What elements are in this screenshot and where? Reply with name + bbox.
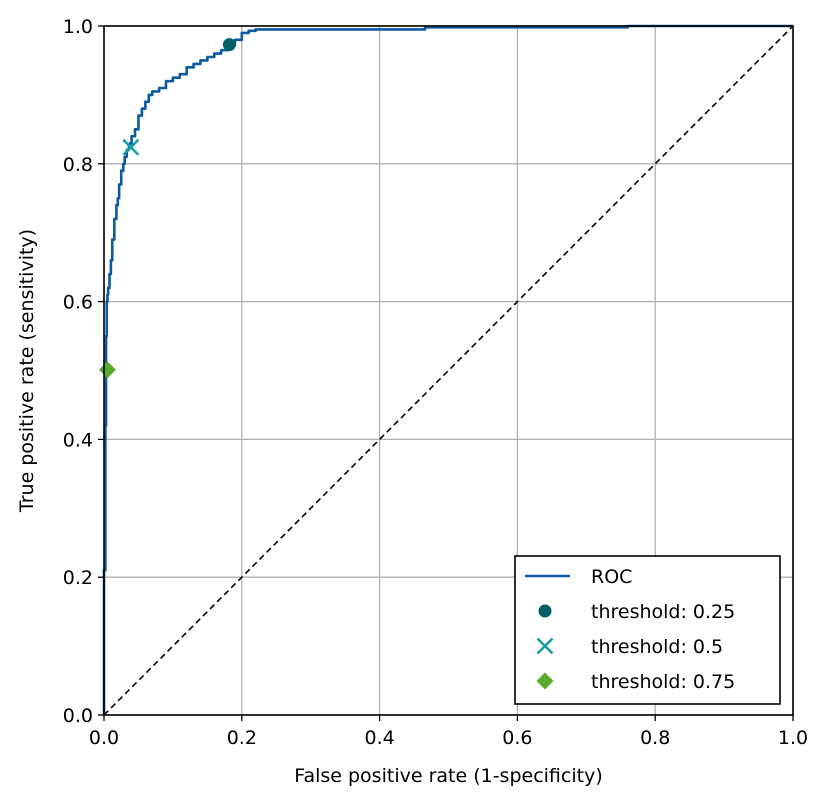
x-marker-stroke (122, 138, 140, 156)
legend-marker-swatch (538, 604, 552, 618)
legend-item: threshold: 0.25 (538, 601, 735, 623)
legend-box (514, 555, 781, 705)
threshold-marker (122, 138, 140, 156)
legend-label: threshold: 0.25 (591, 601, 735, 623)
series-threshold-1 (222, 38, 236, 52)
legend-marker-swatch (536, 672, 554, 690)
y-tick-label: 0.4 (63, 429, 93, 451)
x-tick-label: 0.0 (89, 727, 119, 749)
series-threshold-3 (98, 361, 116, 379)
y-tick-label: 0.6 (63, 292, 93, 314)
legend-label: threshold: 0.5 (591, 636, 723, 658)
y-tick-label: 0.0 (63, 705, 93, 727)
x-axis-label: False positive rate (1-specificity) (294, 765, 602, 787)
x-tick-label: 1.0 (778, 727, 808, 749)
x-tick-label: 0.4 (364, 727, 394, 749)
legend-label: ROC (591, 566, 632, 588)
threshold-marker (98, 361, 116, 379)
threshold-marker (222, 38, 236, 52)
y-tick-label: 0.2 (63, 567, 93, 589)
series-layer (98, 24, 793, 715)
y-tick-label: 1.0 (63, 16, 93, 38)
legend-item: threshold: 0.75 (536, 671, 735, 693)
y-tick-label: 0.8 (63, 154, 93, 176)
y-axis-ticks: 0.0 0.2 0.4 0.6 0.8 1.0 (63, 16, 104, 727)
legend: ROC threshold: 0.25 threshold: 0.5 threshol… (514, 555, 781, 705)
x-axis-ticks: 0.0 0.2 0.4 0.6 0.8 1.0 (89, 715, 808, 749)
y-axis-label: True positive rate (sensitivity) (16, 229, 38, 513)
legend-marker-swatch (536, 637, 554, 655)
legend-item: ROC (525, 566, 632, 588)
chance-diagonal-line (103, 25, 794, 716)
plot-frame (103, 25, 794, 716)
x-marker-stroke (536, 637, 554, 655)
legend-label: threshold: 0.75 (591, 671, 735, 693)
legend-item: threshold: 0.5 (536, 636, 723, 658)
series-threshold-2 (122, 138, 140, 156)
x-tick-label: 0.6 (502, 727, 532, 749)
x-tick-label: 0.8 (640, 727, 670, 749)
x-tick-label: 0.2 (227, 727, 257, 749)
reference-line-layer (103, 25, 794, 716)
